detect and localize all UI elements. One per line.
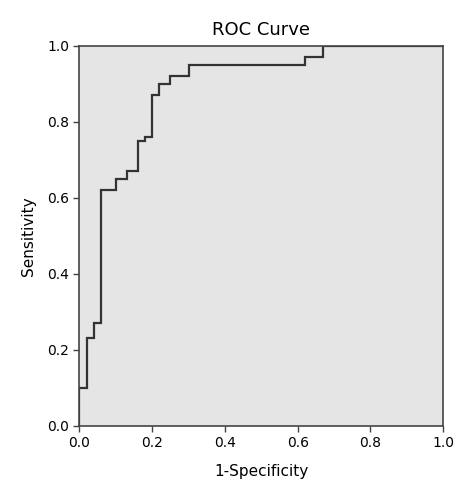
X-axis label: 1-Specificity: 1-Specificity — [214, 464, 308, 479]
Y-axis label: Sensitivity: Sensitivity — [21, 196, 36, 276]
Title: ROC Curve: ROC Curve — [212, 21, 310, 39]
